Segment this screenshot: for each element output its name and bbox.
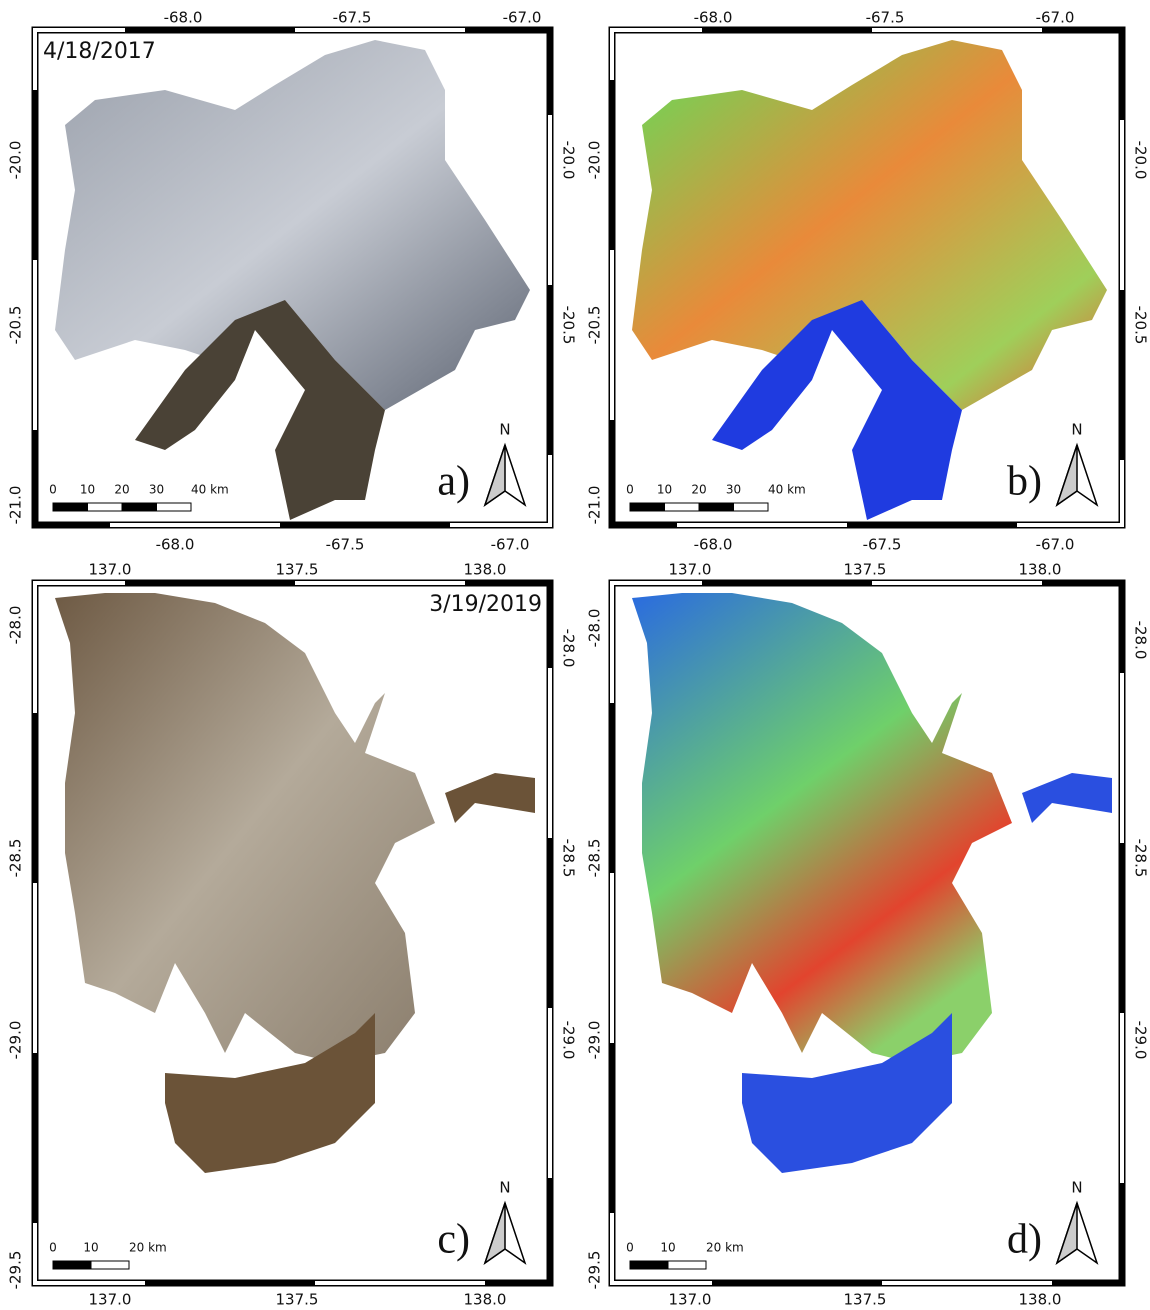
- scale-label: 40 km: [768, 483, 806, 497]
- scale-bar-segment: [668, 1261, 706, 1269]
- right-tick-label: -28.5: [560, 839, 578, 878]
- bottom-tick-label: 137.5: [844, 1291, 887, 1309]
- left-tick-label: -28.0: [586, 609, 604, 648]
- landmass: [55, 593, 435, 1063]
- scale-bar-segment: [630, 503, 665, 511]
- map-panel: -68.0 -67.5 -67.0 -68.0 -67.5 -67.0 -20.0 -20.5…: [7, 9, 578, 554]
- scale-bar-segment: [53, 503, 88, 511]
- left-tick-label: -29.0: [7, 1021, 25, 1060]
- scale-label: 30: [726, 483, 741, 497]
- scale-bar-segment: [91, 1261, 129, 1269]
- top-tick-label: 137.0: [669, 561, 712, 579]
- top-tick-label: -67.0: [1036, 9, 1075, 27]
- scale-label: 20 km: [706, 1241, 744, 1255]
- top-tick-label: -68.0: [694, 9, 733, 27]
- scale-bar-segment: [53, 1261, 91, 1269]
- landmass: [1022, 773, 1112, 823]
- left-tick-label: -20.0: [586, 141, 604, 180]
- top-tick-label: -68.0: [164, 9, 203, 27]
- panel-label: b): [1007, 459, 1042, 505]
- right-tick-label: -28.0: [1132, 621, 1150, 660]
- panel-label: d): [1007, 1217, 1042, 1263]
- scale-label: 10: [83, 1241, 98, 1255]
- bottom-tick-label: -67.0: [491, 536, 530, 554]
- right-tick-label: -29.0: [560, 1021, 578, 1060]
- top-tick-label: -67.0: [503, 9, 542, 27]
- bottom-tick-label: -68.0: [694, 536, 733, 554]
- scale-label: 30: [149, 483, 164, 497]
- left-tick-label: -28.0: [7, 606, 25, 645]
- top-tick-label: -67.5: [333, 9, 372, 27]
- right-tick-label: -20.5: [560, 306, 578, 345]
- left-tick-label: -21.0: [7, 486, 25, 525]
- scale-label: 0: [49, 1241, 57, 1255]
- scale-label: 0: [49, 483, 57, 497]
- left-tick-label: -21.0: [586, 486, 604, 525]
- north-arrow-shade: [485, 445, 505, 505]
- top-tick-label: 138.0: [1019, 561, 1062, 579]
- left-tick-label: -20.0: [7, 141, 25, 180]
- left-tick-label: -29.0: [586, 1021, 604, 1060]
- scale-label: 20 km: [129, 1241, 167, 1255]
- north-arrow-shade: [1057, 445, 1077, 505]
- top-tick-label: 138.0: [464, 561, 507, 579]
- figure: -68.0 -67.5 -67.0 -68.0 -67.5 -67.0 -20.0 -20.5…: [0, 0, 1150, 1310]
- bottom-tick-label: -68.0: [156, 536, 195, 554]
- panel-label: a): [437, 459, 470, 505]
- top-tick-label: 137.5: [276, 561, 319, 579]
- scale-bar-segment: [157, 503, 192, 511]
- right-tick-label: -20.0: [1132, 141, 1150, 180]
- left-tick-label: -28.5: [7, 839, 25, 878]
- scale-bar-segment: [665, 503, 700, 511]
- landmass: [445, 773, 535, 823]
- scale-label: 10: [657, 483, 672, 497]
- scale-label: 10: [80, 483, 95, 497]
- left-tick-label: -29.5: [7, 1251, 25, 1290]
- left-tick-label: -20.5: [586, 306, 604, 345]
- map-panel: 137.0 137.5 138.0 137.0 137.5 138.0 -28.0 -28.5…: [7, 561, 578, 1309]
- bottom-tick-label: 137.0: [669, 1291, 712, 1309]
- north-label: N: [1071, 421, 1082, 439]
- left-tick-label: -28.5: [586, 839, 604, 878]
- date-label: 3/19/2019: [429, 592, 542, 617]
- landmass: [632, 593, 1012, 1063]
- north-arrow-shade: [1057, 1203, 1077, 1263]
- top-tick-label: -67.5: [866, 9, 905, 27]
- top-tick-label: 137.5: [844, 561, 887, 579]
- scale-label: 20: [691, 483, 706, 497]
- map-panel: -68.0 -67.5 -67.0 -68.0 -67.5 -67.0 -20.0 -20.5…: [586, 9, 1150, 554]
- bottom-tick-label: 138.0: [464, 1291, 507, 1309]
- bottom-tick-label: -67.0: [1036, 536, 1075, 554]
- north-label: N: [499, 1179, 510, 1197]
- bottom-tick-label: 137.0: [89, 1291, 132, 1309]
- scale-label: 0: [626, 483, 634, 497]
- right-tick-label: -28.5: [1132, 839, 1150, 878]
- scale-bar-segment: [734, 503, 769, 511]
- scale-label: 20: [114, 483, 129, 497]
- scale-label: 40 km: [191, 483, 229, 497]
- north-arrow-shade: [485, 1203, 505, 1263]
- right-tick-label: -20.5: [1132, 306, 1150, 345]
- bottom-tick-label: 137.5: [276, 1291, 319, 1309]
- left-tick-label: -20.5: [7, 306, 25, 345]
- date-label: 4/18/2017: [43, 39, 156, 64]
- north-label: N: [499, 421, 510, 439]
- right-tick-label: -28.0: [560, 629, 578, 668]
- bottom-tick-label: 138.0: [1019, 1291, 1062, 1309]
- right-tick-label: -29.0: [1132, 1021, 1150, 1060]
- scale-label: 10: [660, 1241, 675, 1255]
- bottom-tick-label: -67.5: [326, 536, 365, 554]
- scale-label: 0: [626, 1241, 634, 1255]
- scale-bar-segment: [699, 503, 734, 511]
- left-tick-label: -29.5: [586, 1251, 604, 1290]
- top-tick-label: 137.0: [89, 561, 132, 579]
- north-label: N: [1071, 1179, 1082, 1197]
- bottom-tick-label: -67.5: [863, 536, 902, 554]
- scale-bar-segment: [630, 1261, 668, 1269]
- panel-label: c): [437, 1217, 470, 1263]
- scale-bar-segment: [88, 503, 123, 511]
- right-tick-label: -20.0: [560, 141, 578, 180]
- map-panel: 137.0 137.5 138.0 137.0 137.5 138.0 -28.0 -28.5…: [586, 561, 1150, 1309]
- scale-bar-segment: [122, 503, 157, 511]
